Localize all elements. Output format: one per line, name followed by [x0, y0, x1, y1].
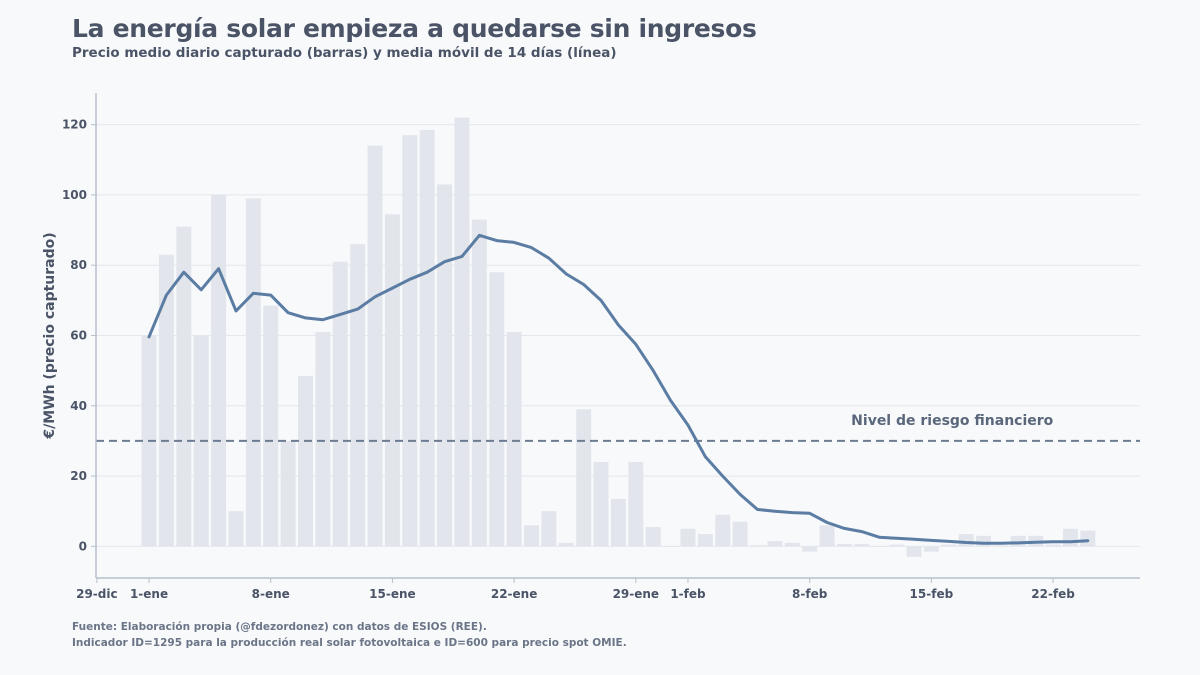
chart-title: La energía solar empieza a quedarse sin …: [72, 14, 757, 43]
bar: [524, 525, 539, 547]
bar: [263, 305, 279, 547]
bar: [593, 462, 609, 547]
x-tick-label: 22-ene: [491, 587, 538, 601]
bar: [715, 514, 731, 547]
x-tick-label: 22-feb: [1031, 587, 1075, 601]
bar: [976, 535, 992, 547]
bar: [854, 543, 870, 547]
bar: [732, 521, 748, 547]
bar: [1010, 535, 1026, 547]
bar: [576, 409, 592, 547]
bar: [871, 546, 887, 548]
x-ticks: 29-dic 1-ene 8-ene 15-ene 22-ene 29-ene 1-feb 8…: [76, 578, 1075, 601]
bar: [350, 244, 366, 547]
bar-series: [141, 117, 1096, 557]
bar: [906, 546, 922, 557]
bar: [158, 254, 174, 547]
bar: [228, 511, 244, 547]
y-tick-label: 20: [70, 469, 87, 483]
x-tick-label: 1-feb: [670, 587, 706, 601]
y-tick-label: 100: [62, 188, 87, 202]
bar: [489, 272, 505, 547]
bar: [454, 117, 470, 547]
x-tick-label: 1-ene: [130, 587, 168, 601]
bar: [680, 528, 696, 547]
bar: [628, 462, 644, 547]
x-tick-label: 15-ene: [369, 587, 416, 601]
bar: [663, 546, 679, 547]
bar: [245, 198, 261, 547]
x-tick-label: 29-dic: [76, 587, 118, 601]
bar: [784, 542, 800, 547]
source-note: Fuente: Elaboración propia (@fdezordonez…: [72, 619, 627, 651]
bar: [437, 184, 453, 547]
x-tick-label: 8-feb: [792, 587, 828, 601]
bar: [750, 545, 765, 547]
bar: [280, 440, 296, 547]
bar: [1080, 530, 1096, 547]
y-ticks: 0 20 40 60 80 100 120: [62, 118, 96, 553]
bar: [558, 542, 574, 547]
bar: [367, 145, 383, 547]
bar: [211, 194, 227, 547]
bar: [610, 498, 626, 547]
bar: [836, 543, 852, 547]
moving-average-line: [147, 233, 1090, 545]
bar: [176, 226, 192, 547]
x-tick-label: 15-feb: [910, 587, 954, 601]
bar: [506, 331, 522, 547]
threshold-group: Nivel de riesgo financiero: [96, 413, 1140, 442]
bar: [941, 544, 957, 547]
bar: [419, 129, 435, 547]
y-tick-label: 0: [79, 539, 87, 553]
source-line-2: Indicador ID=1295 para la producción rea…: [72, 637, 627, 649]
bar: [541, 511, 557, 547]
bar: [298, 375, 313, 547]
bar: [471, 219, 487, 547]
y-tick-label: 80: [70, 258, 87, 272]
bar: [802, 546, 818, 552]
x-tick-label: 8-ene: [252, 587, 290, 601]
threshold-label: Nivel de riesgo financiero: [851, 413, 1054, 429]
x-tick-label: 29-ene: [613, 587, 660, 601]
bar: [1062, 528, 1078, 547]
bar: [923, 546, 939, 552]
bar: [993, 545, 1009, 547]
bar: [958, 534, 974, 547]
y-tick-label: 40: [70, 399, 87, 413]
chart-subtitle: Precio medio diario capturado (barras) y…: [72, 45, 617, 61]
bar: [332, 261, 348, 547]
bar: [645, 527, 661, 547]
source-line-1: Fuente: Elaboración propia (@fdezordonez…: [72, 621, 487, 633]
y-tick-label: 60: [70, 329, 87, 343]
bar: [819, 525, 835, 547]
bar: [384, 214, 400, 547]
bar: [1045, 544, 1061, 547]
y-tick-label: 120: [62, 118, 87, 132]
bar: [889, 544, 905, 547]
bar: [315, 331, 331, 547]
bar: [697, 534, 713, 547]
bar: [402, 135, 418, 547]
y-axis-title: €/MWh (precio capturado): [42, 232, 58, 439]
moving-average-series: [147, 233, 1090, 545]
bar: [767, 541, 783, 547]
